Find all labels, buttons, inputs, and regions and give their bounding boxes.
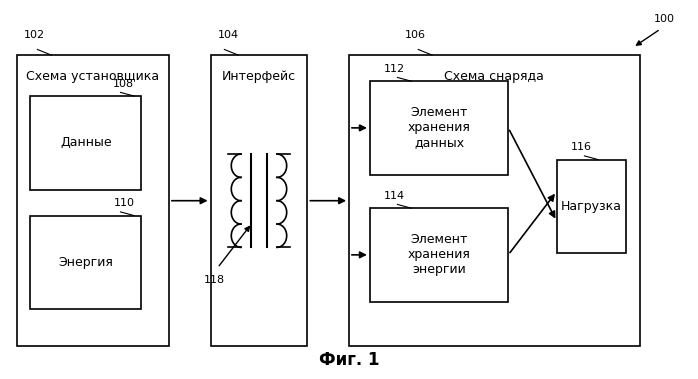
Text: 106: 106 (404, 30, 425, 40)
Text: Нагрузка: Нагрузка (561, 200, 622, 213)
Text: Интерфейс: Интерфейс (222, 70, 296, 83)
FancyBboxPatch shape (557, 160, 626, 253)
Text: 118: 118 (203, 276, 225, 285)
Text: Данные: Данные (60, 136, 112, 149)
Text: 110: 110 (113, 198, 134, 208)
Text: 104: 104 (218, 30, 239, 40)
Text: Энергия: Энергия (59, 256, 113, 269)
Text: Схема снаряда: Схема снаряда (445, 70, 544, 83)
Text: Элемент
хранения
энергии: Элемент хранения энергии (408, 233, 470, 276)
Text: Схема установщика: Схема установщика (27, 70, 159, 83)
FancyBboxPatch shape (370, 208, 508, 302)
Text: 112: 112 (384, 64, 405, 74)
Text: 114: 114 (384, 191, 405, 201)
Text: 116: 116 (570, 142, 592, 152)
Text: Элемент
хранения
данных: Элемент хранения данных (408, 106, 470, 149)
FancyBboxPatch shape (31, 216, 141, 309)
Text: Фиг. 1: Фиг. 1 (319, 351, 379, 369)
Text: 100: 100 (653, 14, 674, 24)
Text: 102: 102 (24, 30, 45, 40)
FancyBboxPatch shape (17, 55, 169, 346)
FancyBboxPatch shape (31, 96, 141, 190)
FancyBboxPatch shape (370, 81, 508, 175)
FancyBboxPatch shape (349, 55, 640, 346)
Text: 108: 108 (113, 79, 134, 89)
FancyBboxPatch shape (211, 55, 307, 346)
